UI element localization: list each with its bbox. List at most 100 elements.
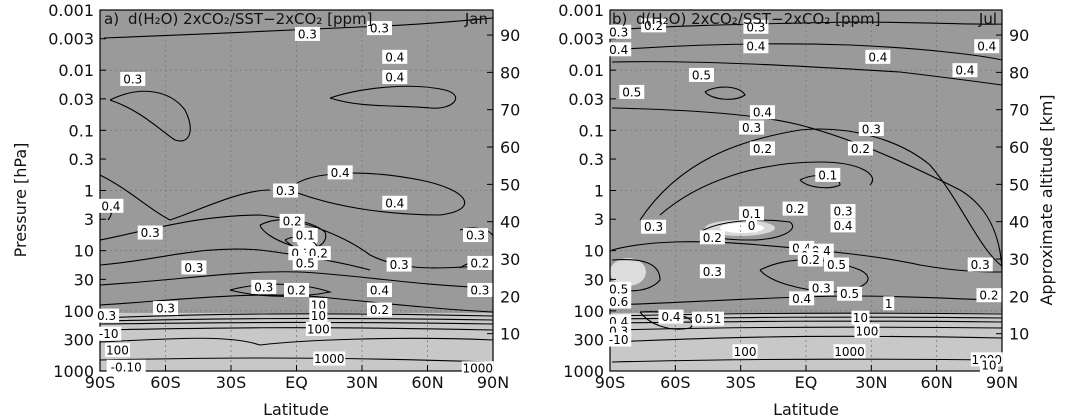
contour-label: 0.1 [296, 229, 315, 243]
contour-label-box [699, 264, 725, 279]
contour-label: 0.2 [644, 19, 663, 33]
y-tick-label: 0.003 [48, 30, 94, 49]
contour-label-box [692, 311, 724, 326]
contour-label: 0.5 [622, 85, 641, 99]
contour-label: 0.2 [470, 256, 489, 270]
y2-tick-label: 50 [500, 175, 520, 194]
contour-label: -0.10 [111, 360, 142, 374]
contour-label-box [463, 228, 489, 243]
contour-label-box [976, 288, 1002, 303]
contour-label: 0.3 [971, 258, 990, 272]
contour-label-box [606, 24, 632, 39]
contour-label-box [699, 230, 725, 245]
contour-label: 0.4 [955, 64, 974, 78]
contour-label: 10 [311, 309, 326, 323]
contour-label: 1000 [834, 345, 865, 359]
contour-label-box [808, 281, 834, 296]
contour-label-box [382, 195, 408, 210]
contour-label: 0.6 [609, 295, 628, 309]
contour-label: 100 [856, 324, 879, 338]
contour-label-box [833, 344, 866, 359]
y2-tick-label: 40 [500, 213, 520, 232]
y-tick-label: 3 [594, 210, 604, 229]
contour-label-box [837, 286, 863, 301]
contour-label-box [823, 257, 849, 272]
y2-tick-label: 80 [500, 63, 520, 82]
panel-b-month: Jul [978, 10, 997, 28]
contour-label: 0.4 [792, 292, 811, 306]
y-tick-label: 1 [594, 182, 604, 201]
y2-tick-label: 70 [1009, 101, 1029, 120]
contour-label-box [732, 344, 758, 359]
contour-label: 0.4 [868, 50, 887, 64]
y-tick-label: 30 [74, 270, 94, 289]
y2-tick-label: 20 [500, 287, 520, 306]
contour-label: 0.3 [746, 20, 765, 34]
contour-label-box [746, 218, 758, 233]
x-tick-label: 60N [921, 373, 953, 392]
y-tick-label: 0.003 [558, 30, 604, 49]
contour-label-box [98, 198, 124, 213]
x-tick-label: 30N [346, 373, 378, 392]
contour-label: 0.2 [851, 142, 870, 156]
contour-label-box [749, 105, 775, 120]
x-tick-label: 30N [855, 373, 887, 392]
left-axis-title: Pressure [hPa] [11, 143, 30, 258]
y-tick-label: 0.3 [579, 150, 604, 169]
y-tick-label: 0.1 [579, 121, 604, 140]
contour-label-box [641, 219, 667, 234]
contour-label: 0.3 [390, 258, 409, 272]
contour-label-box [382, 70, 408, 85]
x-tick-label: 90N [477, 373, 509, 392]
contour-label: 1000 [314, 352, 345, 366]
y2-tick-label: 90 [1009, 26, 1029, 45]
contour-label: 10 [981, 359, 996, 373]
y2-tick-label: 90 [500, 26, 520, 45]
contour-label: 0.3 [141, 226, 160, 240]
y-tick-label: 1000 [563, 362, 604, 381]
contour-label-box [305, 321, 331, 336]
contour-label-box [797, 252, 823, 267]
contour-label-box [294, 26, 320, 41]
contour-label-box [106, 359, 146, 374]
x-tick-label: EQ [795, 373, 818, 392]
y-tick-label: 3 [84, 210, 94, 229]
contour-label-box [273, 183, 299, 198]
panel-b-title: d(H₂O) 2xCO₂/SST−2xCO₂ [ppm] [636, 10, 880, 28]
right-axis-title: Approximate altitude [km] [1037, 94, 1056, 305]
contour-label: 0.1 [742, 207, 761, 221]
contour-label: 0.3 [862, 122, 881, 136]
panel-a: 90S 60S 30S EQ 30N 60N 90N 0.001 0.003 0.01 0.03 0.… [48, 1, 520, 419]
contour-label: 0.4 [977, 40, 996, 54]
contour-label-box [366, 282, 392, 297]
contour-label: 0.4 [385, 196, 404, 210]
y-tick-label: 0.03 [58, 90, 94, 109]
contour-label-box [606, 332, 632, 347]
contour-label-box [851, 310, 870, 325]
y-tick-label: 0.03 [568, 90, 604, 109]
contour-label: -10 [609, 333, 629, 347]
contour-label-box [952, 63, 978, 78]
y2-tick-label: 10 [500, 325, 520, 344]
contour-label: 100 [106, 344, 129, 358]
contour-label: 1 [885, 297, 893, 311]
contour-label-box [858, 121, 884, 136]
contour-label: 0.4 [753, 106, 772, 120]
contour-label: 0.2 [786, 202, 805, 216]
contour-label: 0.2 [801, 253, 820, 267]
y2-tick-label: 80 [1009, 63, 1029, 82]
contour-label-box [815, 167, 841, 182]
y-tick-label: 1 [84, 182, 94, 201]
panel-a-month: Jan [464, 10, 488, 28]
contour-label-box [327, 165, 353, 180]
contour-label: 0.3 [609, 25, 628, 39]
y2-tick-label: 60 [500, 138, 520, 157]
contour-label-box [137, 225, 163, 240]
x-tick-label: EQ [285, 373, 308, 392]
contour-label: 0.2 [753, 142, 772, 156]
contour-label: 0.3 [703, 265, 722, 279]
contour-label: -10 [99, 327, 119, 341]
contour-label: 0.3 [156, 302, 175, 316]
y-tick-label: 0.001 [48, 1, 94, 20]
